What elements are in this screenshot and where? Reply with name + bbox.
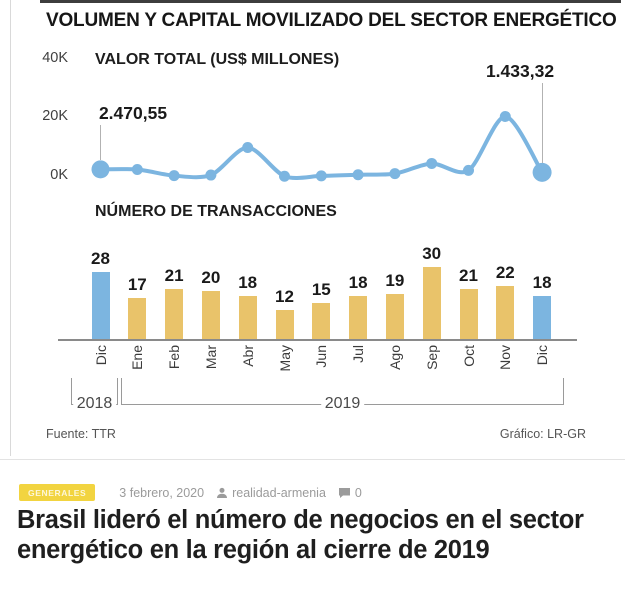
bar-Ago — [385, 293, 404, 340]
bar-Dic — [533, 295, 552, 340]
line-point-Mar — [205, 169, 217, 181]
bar-Mar — [201, 291, 220, 340]
post-date[interactable]: 3 febrero, 2020 — [119, 485, 205, 500]
bar-Ene — [128, 298, 147, 340]
comments-icon — [338, 487, 350, 498]
bar-Dic — [91, 271, 110, 340]
bar-value-label: 19 — [385, 270, 405, 290]
comments-count: 0 — [354, 485, 362, 500]
author-icon — [217, 487, 228, 498]
bar-value-label: 21 — [459, 265, 478, 285]
line-chart-svg — [91, 110, 552, 182]
bar-value-label: 18 — [348, 272, 368, 292]
x-axis-line — [58, 339, 577, 341]
line-point-Sep — [426, 157, 438, 169]
line-point-Dic — [91, 160, 110, 179]
bar-Sep — [422, 266, 441, 340]
line-point-Jul — [352, 169, 364, 181]
line-point-Ene — [131, 164, 143, 176]
line-point-Abr — [242, 142, 254, 153]
bar-value-label: 18 — [238, 272, 258, 292]
bar-chart-title: NÚMERO DE TRANSACCIONES — [95, 203, 337, 220]
bar-Jul — [349, 295, 368, 340]
bracket-2018: 2018 — [71, 378, 118, 413]
y-tick-label: 0K — [50, 166, 68, 183]
line-point-Ago — [389, 168, 401, 180]
article-headline: Brasil lideró el número de negocios en e… — [17, 506, 584, 564]
bar-value-label: 30 — [422, 243, 442, 263]
bar-value-label: 15 — [311, 280, 331, 300]
y-tick-label: 40K — [42, 49, 68, 66]
bar-value-label: 21 — [164, 265, 184, 285]
bar-Jun — [312, 303, 331, 340]
energy-sector-infographic: VOLUMEN Y CAPITAL MOVILIZADO DEL SECTOR … — [10, 0, 621, 456]
bar-value-label: 17 — [127, 275, 147, 295]
image-left-edge — [10, 0, 11, 456]
post-author[interactable]: realidad-armenia — [216, 486, 326, 500]
line-point-Jun — [315, 170, 327, 182]
bar-value-label: 18 — [532, 272, 552, 292]
infographic-title: VOLUMEN Y CAPITAL MOVILIZADO DEL SECTOR … — [46, 10, 617, 31]
annotation-leader-line — [541, 83, 543, 163]
post-comments[interactable]: 0 — [338, 486, 362, 500]
source-credit: Fuente: TTR — [46, 427, 116, 441]
bracket-2019: 2019 — [121, 378, 564, 413]
bar-Oct — [459, 288, 478, 340]
bar-Feb — [165, 288, 184, 340]
annotation-label: 1.433,32 — [485, 61, 555, 81]
line-point-Nov — [499, 110, 511, 122]
year-label-2018: 2018 — [72, 395, 117, 413]
author-name: realidad-armenia — [232, 485, 326, 500]
y-tick-label: 20K — [42, 108, 68, 124]
line-point-Dic — [532, 162, 552, 182]
graphic-credit: Gráfico: LR-GR — [499, 427, 586, 441]
line-point-Feb — [168, 170, 180, 182]
category-badge[interactable]: GENERALES — [19, 484, 96, 501]
bar-value-label: 20 — [201, 268, 221, 288]
post-meta: GENERALES 3 febrero, 2020 realidad-armen… — [19, 484, 362, 501]
annotation-leader-line — [100, 125, 101, 161]
line-series — [98, 114, 545, 180]
annotation-label: 2.470,55 — [98, 103, 168, 123]
top-rule — [40, 0, 621, 3]
bar-value-label: 28 — [91, 248, 110, 268]
section-divider — [0, 459, 625, 460]
bar-Nov — [496, 286, 515, 340]
bar-May — [275, 310, 294, 340]
year-label-2019: 2019 — [320, 395, 365, 413]
line-point-Oct — [463, 164, 474, 176]
line-point-May — [279, 170, 290, 182]
bar-value-label: 12 — [275, 287, 294, 307]
bar-Abr — [238, 295, 257, 340]
line-chart-title: VALOR TOTAL (US$ MILLONES) — [95, 51, 340, 68]
bar-value-label: 22 — [495, 263, 515, 283]
